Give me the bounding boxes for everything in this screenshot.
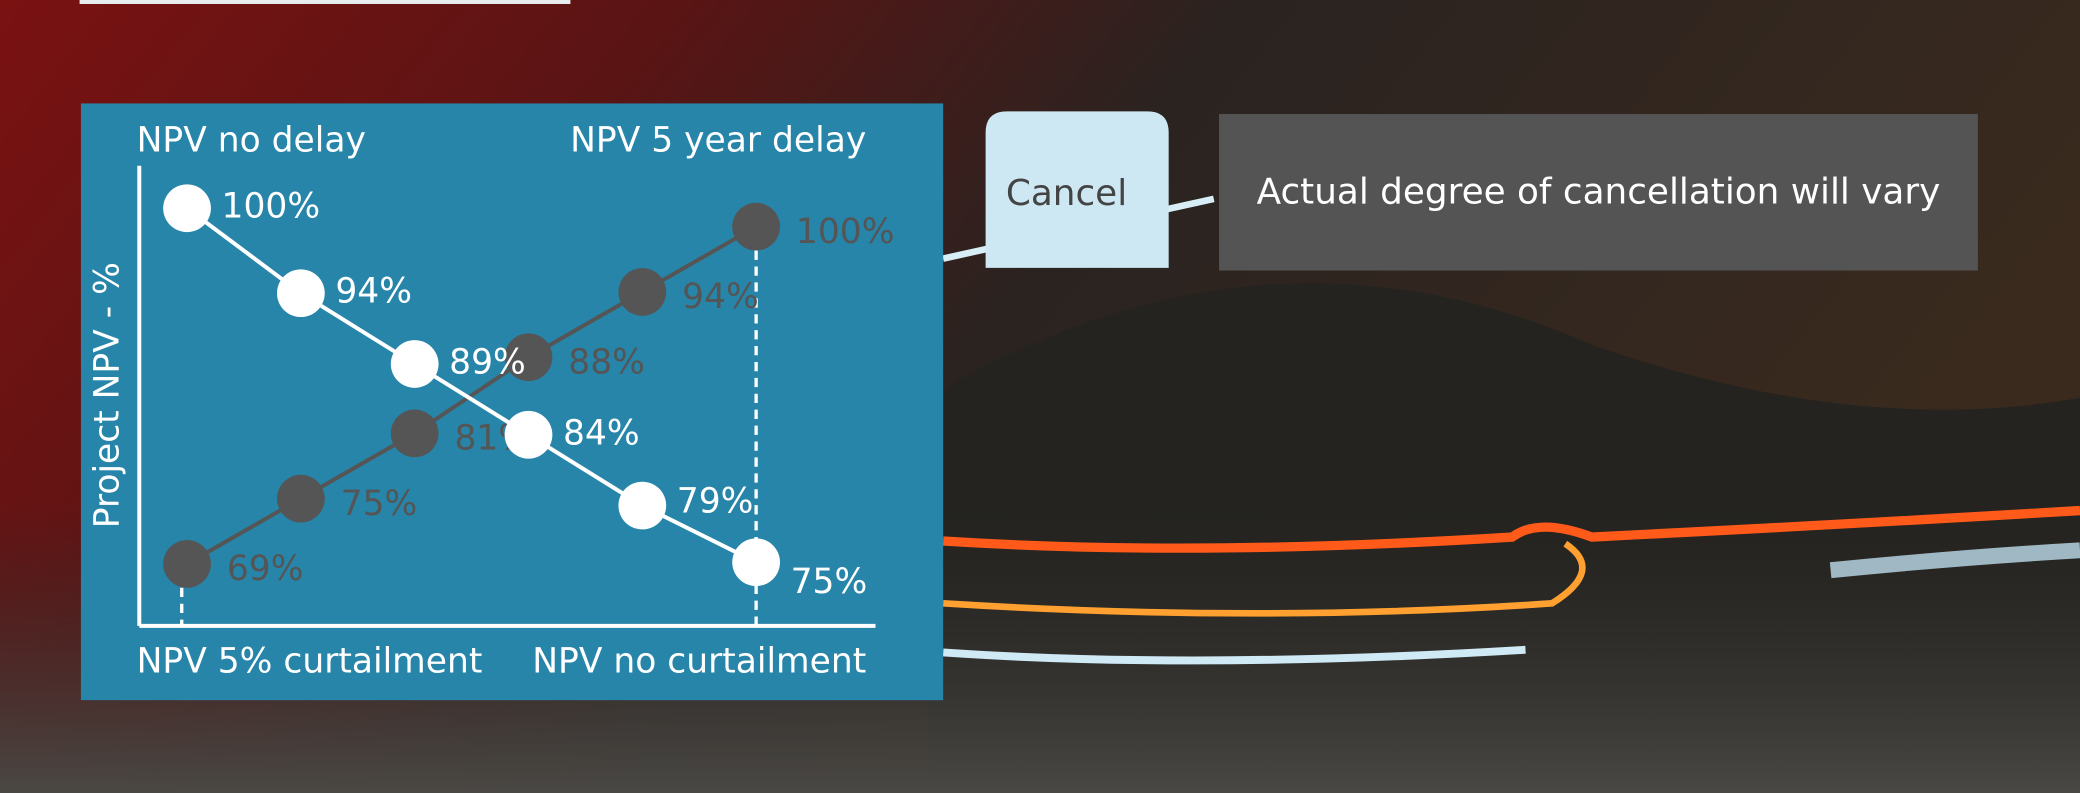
point — [618, 482, 666, 530]
point — [277, 475, 325, 523]
cancel-button-label[interactable]: Cancel — [1006, 173, 1127, 214]
value-label: 75% — [341, 484, 418, 524]
corner-label: NPV no delay — [137, 120, 366, 160]
point — [732, 203, 780, 251]
y-axis-label: Project NPV - % — [87, 262, 127, 528]
point — [732, 538, 780, 586]
point — [391, 340, 439, 388]
chart-panel — [81, 103, 943, 700]
value-label: 75% — [791, 562, 868, 602]
point — [391, 409, 439, 457]
value-label: 100% — [222, 187, 321, 227]
point — [163, 184, 211, 232]
top-bar — [80, 0, 571, 4]
slide: NPV no delay NPV 5 year delay NPV 5% cur… — [0, 0, 2080, 793]
value-label: 100% — [796, 212, 895, 252]
corner-label: NPV no curtailment — [532, 642, 866, 682]
page: NPV no delay NPV 5 year delay NPV 5% cur… — [0, 0, 2080, 793]
value-label: 69% — [227, 549, 304, 589]
corner-label: NPV 5 year delay — [570, 120, 866, 160]
point — [277, 269, 325, 317]
value-label: 89% — [449, 342, 526, 382]
point — [505, 411, 553, 459]
point — [163, 540, 211, 588]
note-text: Actual degree of cancellation will vary — [1257, 172, 1941, 213]
point — [618, 268, 666, 316]
value-label: 88% — [568, 342, 645, 382]
value-label: 79% — [677, 481, 754, 521]
corner-label: NPV 5% curtailment — [137, 642, 483, 682]
value-label: 94% — [335, 272, 412, 312]
value-label: 94% — [682, 277, 759, 317]
value-label: 84% — [563, 413, 640, 453]
